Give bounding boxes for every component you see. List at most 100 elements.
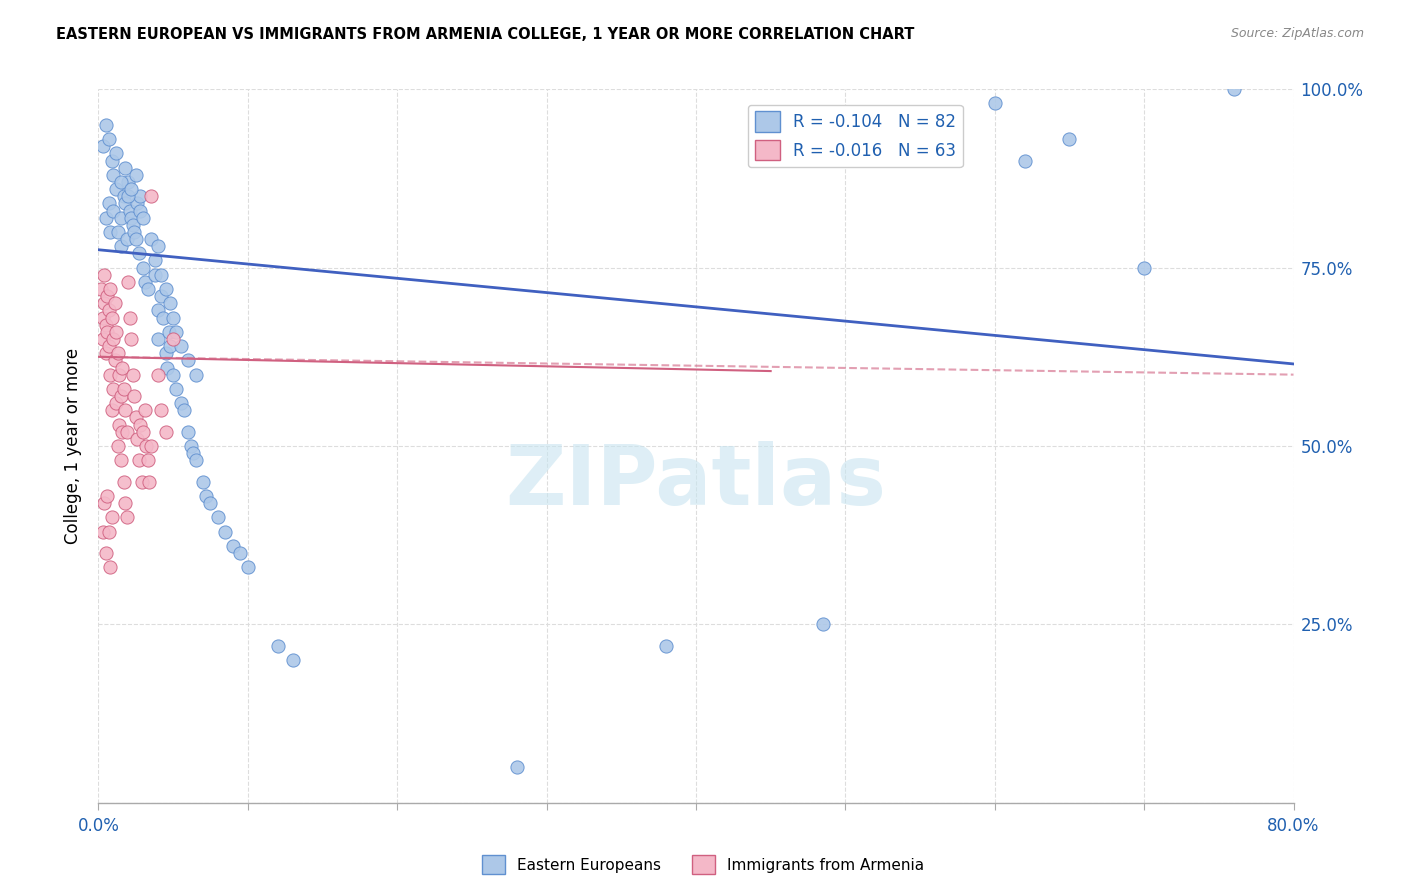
- Point: [111, 425, 134, 439]
- Point: [107, 225, 129, 239]
- Point: [150, 403, 173, 417]
- Point: [191, 475, 214, 489]
- Point: [115, 425, 138, 439]
- Text: Source: ZipAtlas.com: Source: ZipAtlas.com: [1230, 27, 1364, 40]
- Point: [132, 211, 155, 225]
- Point: [148, 368, 170, 382]
- Point: [103, 382, 125, 396]
- Point: [195, 489, 218, 503]
- Point: [108, 368, 131, 382]
- Point: [177, 353, 200, 368]
- Point: [110, 453, 132, 467]
- Point: [136, 282, 159, 296]
- Point: [93, 268, 115, 282]
- Point: [91, 139, 114, 153]
- Point: [184, 453, 207, 467]
- Point: [103, 332, 125, 346]
- Point: [114, 161, 136, 175]
- Point: [117, 275, 139, 289]
- Point: [105, 146, 128, 161]
- Point: [125, 168, 148, 182]
- Point: [150, 268, 173, 282]
- Point: [112, 475, 135, 489]
- Point: [94, 211, 117, 225]
- Point: [159, 339, 181, 353]
- Point: [91, 332, 114, 346]
- Point: [155, 282, 177, 296]
- Point: [139, 189, 162, 203]
- Point: [1133, 260, 1156, 275]
- Legend: R = -0.104   N = 82, R = -0.016   N = 63: R = -0.104 N = 82, R = -0.016 N = 63: [748, 104, 963, 167]
- Point: [107, 439, 129, 453]
- Point: [124, 225, 146, 239]
- Point: [173, 403, 195, 417]
- Point: [101, 403, 124, 417]
- Point: [110, 175, 132, 189]
- Point: [118, 310, 141, 325]
- Point: [236, 560, 259, 574]
- Point: [506, 760, 529, 774]
- Point: [114, 496, 136, 510]
- Point: [267, 639, 290, 653]
- Point: [129, 189, 152, 203]
- Point: [136, 453, 159, 467]
- Point: [103, 168, 125, 182]
- Point: [134, 275, 156, 289]
- Point: [124, 389, 146, 403]
- Point: [132, 425, 155, 439]
- Point: [222, 539, 245, 553]
- Point: [94, 346, 117, 360]
- Point: [120, 211, 142, 225]
- Point: [101, 310, 124, 325]
- Point: [111, 360, 134, 375]
- Point: [115, 232, 138, 246]
- Point: [132, 260, 155, 275]
- Point: [104, 296, 127, 310]
- Point: [139, 439, 162, 453]
- Point: [165, 382, 187, 396]
- Point: [148, 239, 170, 253]
- Point: [162, 310, 184, 325]
- Point: [97, 196, 120, 211]
- Point: [281, 653, 304, 667]
- Point: [229, 546, 252, 560]
- Point: [811, 617, 834, 632]
- Point: [180, 439, 202, 453]
- Point: [121, 218, 143, 232]
- Point: [98, 225, 122, 239]
- Point: [984, 96, 1007, 111]
- Point: [148, 303, 170, 318]
- Point: [200, 496, 222, 510]
- Text: EASTERN EUROPEAN VS IMMIGRANTS FROM ARMENIA COLLEGE, 1 YEAR OR MORE CORRELATION : EASTERN EUROPEAN VS IMMIGRANTS FROM ARME…: [56, 27, 915, 42]
- Point: [110, 211, 132, 225]
- Point: [96, 325, 118, 339]
- Point: [1223, 82, 1246, 96]
- Point: [98, 560, 122, 574]
- Point: [117, 175, 139, 189]
- Point: [155, 346, 177, 360]
- Point: [105, 325, 128, 339]
- Point: [655, 639, 678, 653]
- Point: [97, 339, 120, 353]
- Point: [129, 203, 152, 218]
- Point: [101, 153, 124, 168]
- Point: [91, 524, 114, 539]
- Point: [169, 339, 191, 353]
- Point: [162, 332, 184, 346]
- Point: [101, 510, 124, 524]
- Point: [112, 189, 135, 203]
- Point: [150, 289, 173, 303]
- Point: [139, 232, 162, 246]
- Point: [114, 196, 136, 211]
- Point: [1014, 153, 1036, 168]
- Point: [155, 425, 177, 439]
- Legend: Eastern Europeans, Immigrants from Armenia: Eastern Europeans, Immigrants from Armen…: [475, 849, 931, 880]
- Text: ZIPatlas: ZIPatlas: [506, 442, 886, 522]
- Point: [97, 132, 120, 146]
- Point: [162, 368, 184, 382]
- Point: [96, 489, 118, 503]
- Point: [134, 403, 156, 417]
- Point: [1059, 132, 1081, 146]
- Point: [117, 189, 139, 203]
- Point: [125, 232, 148, 246]
